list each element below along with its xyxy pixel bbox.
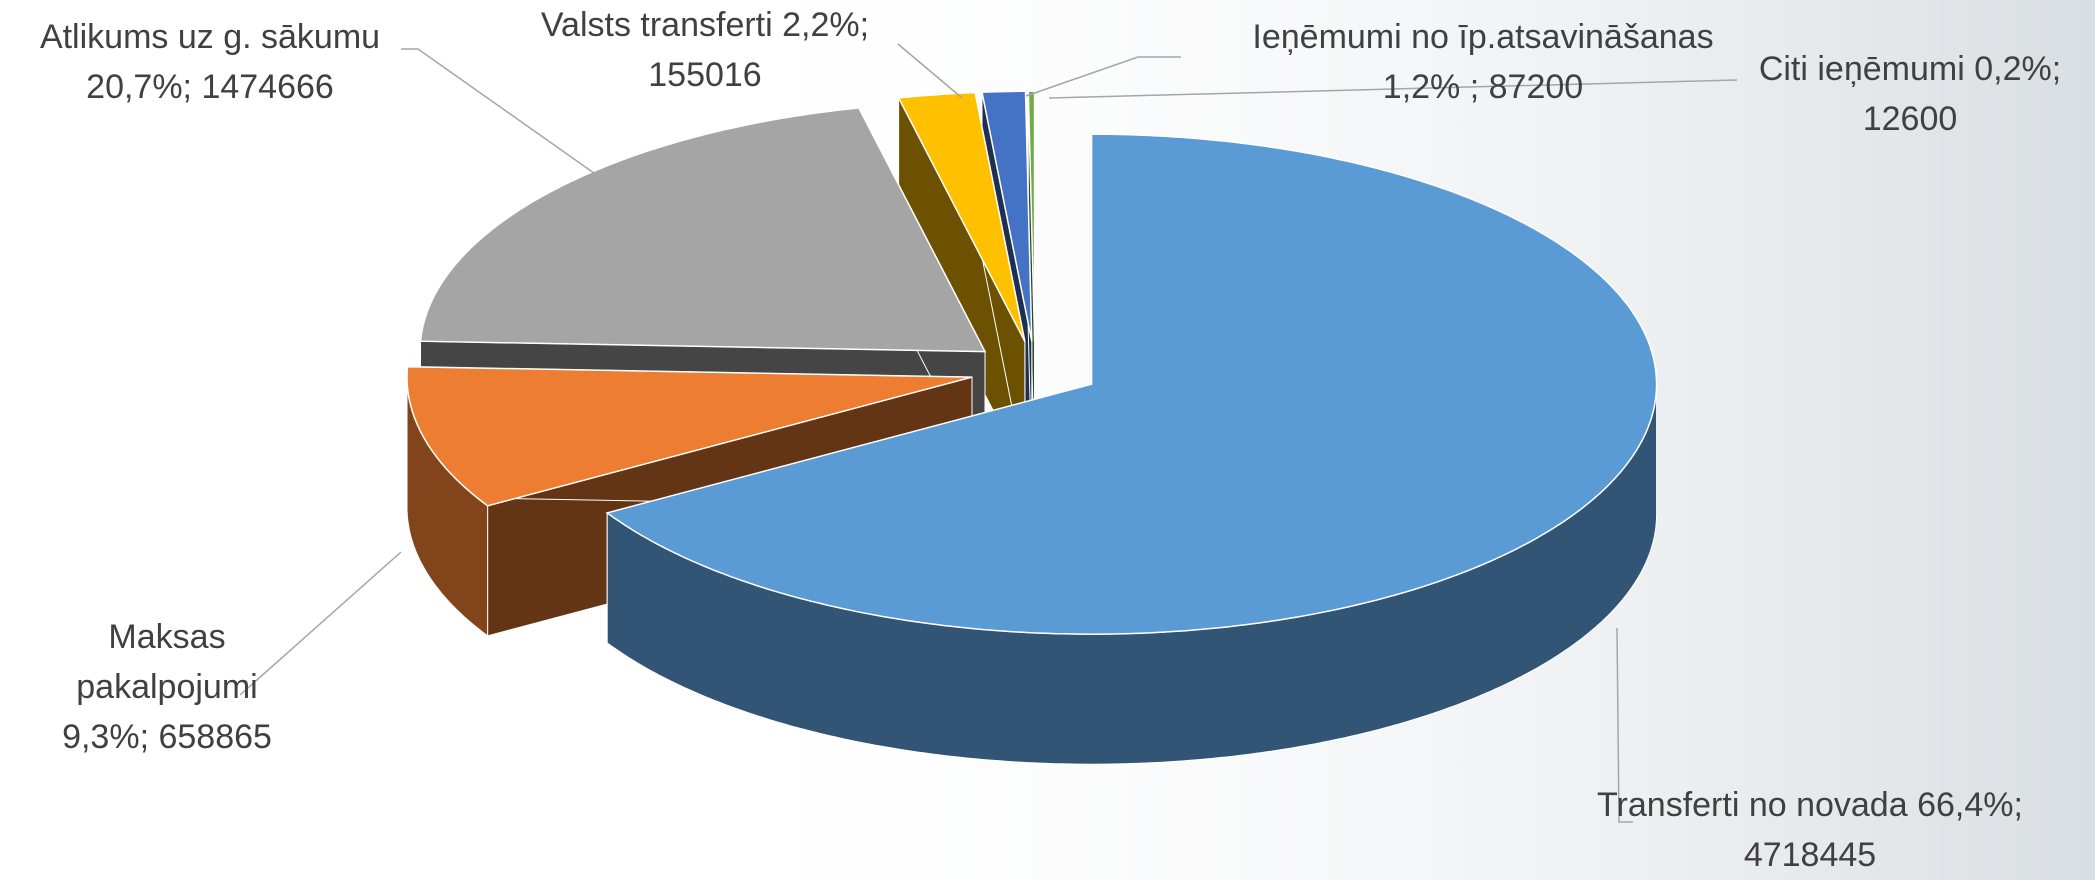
leader-line — [239, 551, 402, 696]
data-label: Maksas pakalpojumi 9,3%; 658865 — [37, 612, 297, 762]
value-label: 20,7%; 1474666 — [86, 68, 334, 106]
category-label: Transferti no novada — [1597, 786, 1908, 824]
slice — [605, 133, 1658, 765]
slice — [897, 91, 1026, 342]
value-label: 1,2% ; 87200 — [1382, 68, 1584, 106]
data-label: Ieņēmumi no īp.atsavināšanas 1,2% ; 8720… — [1233, 12, 1733, 112]
data-label: Valsts transferti 2,2%; 155016 — [505, 0, 905, 100]
slice — [406, 365, 973, 507]
category-label: Ieņēmumi no īp.atsavināšanas — [1252, 18, 1714, 56]
data-label: Transferti no novada 66,4%; 4718445 — [1550, 780, 2070, 880]
pie — [406, 90, 1658, 765]
slice — [981, 90, 1033, 342]
leader-line — [1616, 627, 1633, 823]
leader-line — [897, 43, 963, 99]
value-label: 66,4%; 4718445 — [1743, 786, 2023, 874]
value-label: 9,3%; 658865 — [62, 718, 272, 756]
leader-line — [1025, 56, 1181, 97]
leader-line — [401, 48, 602, 179]
category-label: Citi ieņēmumi — [1758, 50, 1965, 88]
slice — [1027, 90, 1036, 342]
category-label: Maksas pakalpojumi — [76, 618, 258, 706]
value-label: 0,2%; 12600 — [1862, 50, 2062, 138]
leader-line — [1048, 79, 1738, 99]
data-label: Citi ieņēmumi 0,2%; 12600 — [1740, 44, 2080, 144]
slice — [605, 133, 1658, 635]
value-label: 2,2%; 155016 — [648, 6, 870, 94]
category-label: Atlikums uz g. sākumu — [39, 18, 381, 56]
slice — [419, 107, 987, 353]
category-label: Valsts transferti — [540, 6, 773, 44]
data-label: Atlikums uz g. sākumu 20,7%; 1474666 — [0, 12, 420, 112]
